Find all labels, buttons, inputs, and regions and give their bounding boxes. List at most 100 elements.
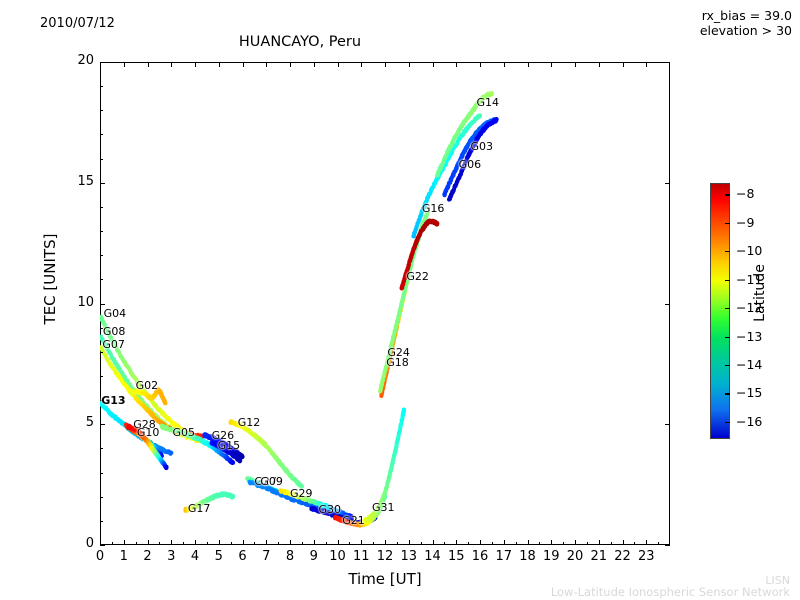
series-G05 [159, 423, 236, 466]
x-tick-label: 20 [566, 549, 584, 564]
x-tick [290, 540, 291, 545]
x-tick [456, 540, 458, 545]
y-tick [100, 424, 105, 426]
x-tick [503, 540, 505, 545]
x-tick-top [313, 62, 315, 67]
colorbar-tick-label: −15 [736, 385, 763, 401]
x-tick [622, 540, 624, 545]
colorbar-tick-label: −12 [736, 300, 763, 316]
x-tick-top [361, 62, 363, 67]
y-tick [100, 545, 105, 546]
x-tick [337, 540, 339, 545]
x-tick [218, 540, 220, 545]
y-tick-label: 0 [85, 536, 94, 551]
series-label-G22: G22 [406, 269, 429, 283]
x-minor-tick [563, 542, 565, 545]
series-G10 [126, 423, 169, 471]
x-tick [195, 540, 196, 545]
x-tick-top [503, 62, 505, 67]
x-tick-top [575, 62, 576, 67]
x-tick [408, 540, 410, 545]
series-label-G06: G06 [458, 157, 482, 171]
x-tick-top [527, 62, 529, 67]
colorbar-tick [725, 194, 730, 196]
colorbar-tick [725, 251, 730, 253]
series-label-G21: G21 [342, 513, 365, 527]
x-tick-top [456, 62, 458, 67]
x-minor-tick [111, 542, 113, 545]
series-label-G17: G17 [187, 501, 211, 515]
y-minor-tick [100, 110, 103, 112]
series-label-G10: G10 [136, 425, 160, 439]
x-tick-top [480, 62, 481, 67]
colorbar-tick-label: −9 [736, 214, 755, 230]
x-minor-tick [444, 542, 446, 545]
x-minor-tick [396, 542, 398, 545]
x-tick-label: 4 [190, 549, 200, 564]
x-tick-top [123, 62, 125, 67]
series-G16 [411, 113, 483, 239]
y-minor-tick [100, 279, 103, 281]
y-tick [100, 62, 105, 63]
x-tick-top [337, 62, 339, 67]
series-label-G09: G09 [260, 475, 283, 489]
y-tick [100, 182, 105, 184]
series-label-G14: G14 [476, 96, 499, 110]
x-tick-label: 7 [262, 549, 271, 564]
x-tick-label: 19 [542, 549, 560, 564]
x-tick-label: 22 [614, 549, 631, 564]
x-tick [123, 540, 125, 545]
colorbar-tick-label: −10 [736, 243, 763, 259]
x-minor-tick [634, 542, 636, 545]
y-minor-tick [100, 496, 103, 498]
y-tick-right [665, 62, 670, 63]
x-minor-tick [515, 542, 517, 545]
x-tick-label: 17 [495, 549, 513, 564]
x-tick-label: 18 [519, 549, 536, 564]
x-tick [242, 540, 244, 545]
y-tick-right [665, 303, 670, 305]
x-tick [361, 540, 363, 545]
series-G12 [228, 419, 304, 489]
series-G02 [128, 387, 168, 406]
x-tick [598, 540, 600, 545]
x-tick-label: 16 [471, 549, 489, 564]
x-tick-label: 12 [376, 549, 394, 564]
x-minor-tick [230, 542, 232, 545]
colorbar-tick-label: −16 [736, 413, 763, 429]
x-tick-top [242, 62, 244, 67]
colorbar-tick-label: −14 [736, 357, 763, 373]
annotation-block: rx_bias = 39.0 elevation > 30 [700, 8, 792, 38]
y-minor-tick [100, 351, 103, 353]
x-tick-top [622, 62, 624, 67]
series-label-G07: G07 [102, 337, 125, 351]
x-tick-top [147, 62, 149, 67]
y-minor-tick [100, 448, 103, 450]
y-minor-tick [100, 255, 103, 257]
x-minor-tick [135, 542, 137, 545]
series-label-G05: G05 [172, 425, 195, 439]
x-tick [385, 540, 386, 545]
x-tick [432, 540, 434, 545]
series-label-G02: G02 [135, 378, 159, 392]
page-title: HUANCAYO, Peru [238, 34, 362, 50]
series-G22 [399, 218, 440, 291]
colorbar-tick [725, 336, 730, 338]
y-axis-label: TEC [UNITS] [41, 233, 59, 325]
y-tick-label: 5 [85, 415, 94, 431]
x-tick [100, 540, 101, 545]
series-G14 [435, 91, 494, 178]
scatter-plot-area [100, 91, 499, 528]
x-minor-tick [491, 542, 493, 545]
series-G03 [447, 116, 499, 202]
x-minor-tick [586, 542, 588, 545]
watermark-lisn: LISN [765, 574, 790, 587]
x-tick-top [551, 62, 553, 67]
x-tick-top [646, 62, 648, 67]
colorbar-tick-label: −8 [736, 186, 755, 202]
x-tick-label: 23 [637, 549, 655, 564]
x-tick-label: 3 [167, 549, 176, 564]
y-minor-tick [100, 375, 103, 377]
x-tick-top [100, 62, 101, 67]
